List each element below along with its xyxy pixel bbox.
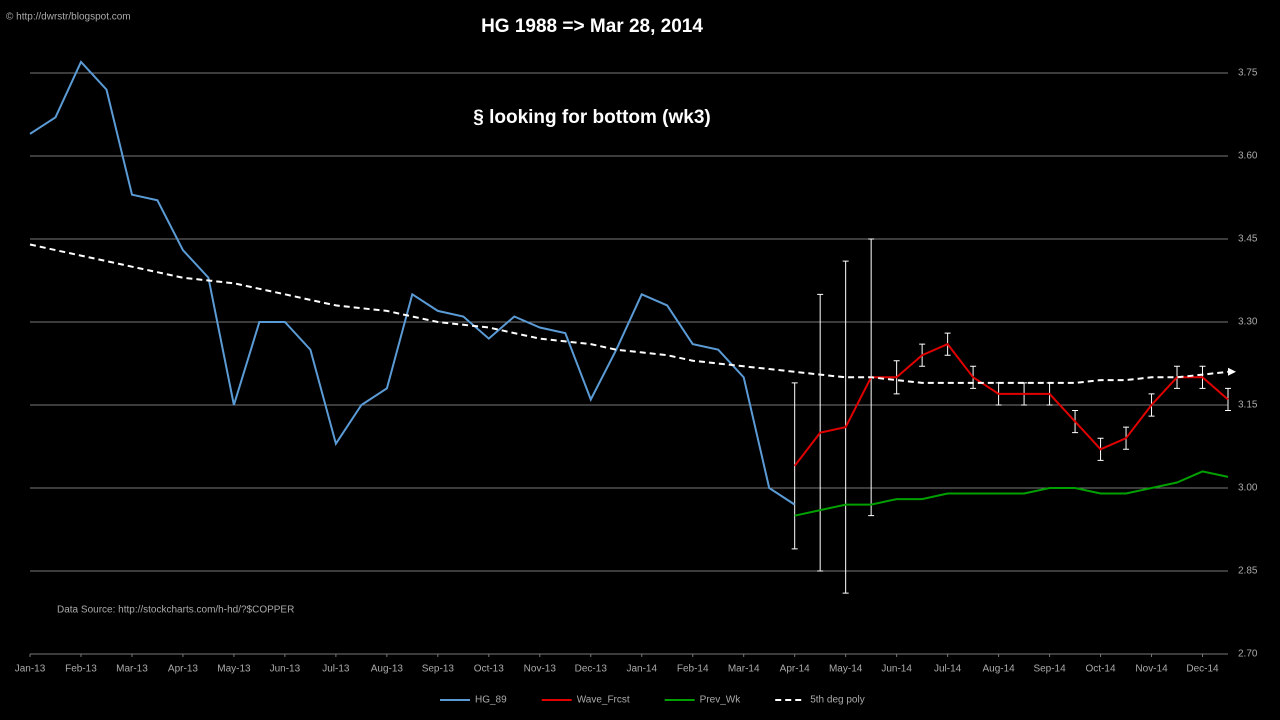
chart-subtitle: § looking for bottom (wk3): [473, 107, 711, 128]
y-tick-label: 3.30: [1238, 317, 1258, 328]
x-tick-label: Mar-14: [728, 664, 760, 675]
x-tick-label: Jul-14: [934, 664, 962, 675]
x-tick-label: Aug-14: [982, 664, 1015, 675]
x-tick-label: Sep-13: [422, 664, 455, 675]
x-tick-label: Jun-13: [270, 664, 301, 675]
series-line: [794, 470, 1229, 517]
x-tick-label: Dec-14: [1186, 664, 1219, 675]
x-tick-label: Apr-13: [168, 664, 198, 675]
y-tick-label: 2.70: [1238, 649, 1258, 660]
x-tick-label: Nov-14: [1135, 664, 1168, 675]
x-tick-label: Oct-14: [1086, 664, 1116, 675]
chart-title: HG 1988 => Mar 28, 2014: [481, 16, 703, 37]
x-tick-label: Feb-13: [65, 664, 97, 675]
x-tick-label: Dec-13: [575, 664, 608, 675]
y-tick-label: 3.15: [1238, 400, 1258, 411]
copyright: © http://dwrstr/blogspot.com: [6, 12, 131, 23]
series-line: [29, 60, 796, 506]
x-tick-label: Feb-14: [677, 664, 709, 675]
x-tick-label: Jan-14: [626, 664, 657, 675]
x-tick-label: Jul-13: [322, 664, 350, 675]
x-tick-label: Oct-13: [474, 664, 504, 675]
x-tick-label: Aug-13: [371, 664, 404, 675]
legend-label: 5th deg poly: [810, 695, 865, 706]
x-tick-label: Nov-13: [524, 664, 557, 675]
legend-label: Wave_Frcst: [577, 695, 630, 706]
x-tick-label: Mar-13: [116, 664, 148, 675]
legend-label: Prev_Wk: [700, 695, 742, 706]
x-tick-label: May-14: [829, 664, 863, 675]
y-tick-label: 3.60: [1238, 151, 1258, 162]
x-tick-label: Jan-13: [15, 664, 46, 675]
x-tick-label: Jun-14: [881, 664, 912, 675]
source-note: Data Source: http://stockcharts.com/h-hd…: [57, 605, 294, 616]
y-tick-label: 2.85: [1238, 566, 1258, 577]
series-line: [793, 342, 1229, 467]
poly-arrow: [1228, 367, 1236, 376]
y-tick-label: 3.75: [1238, 68, 1258, 79]
y-tick-label: 3.45: [1238, 234, 1258, 245]
x-tick-label: Sep-14: [1033, 664, 1066, 675]
series-line: [29, 243, 1229, 384]
legend-label: HG_89: [475, 695, 507, 706]
x-tick-label: May-13: [217, 664, 251, 675]
y-tick-label: 3.00: [1238, 483, 1258, 494]
x-tick-label: Apr-14: [780, 664, 810, 675]
